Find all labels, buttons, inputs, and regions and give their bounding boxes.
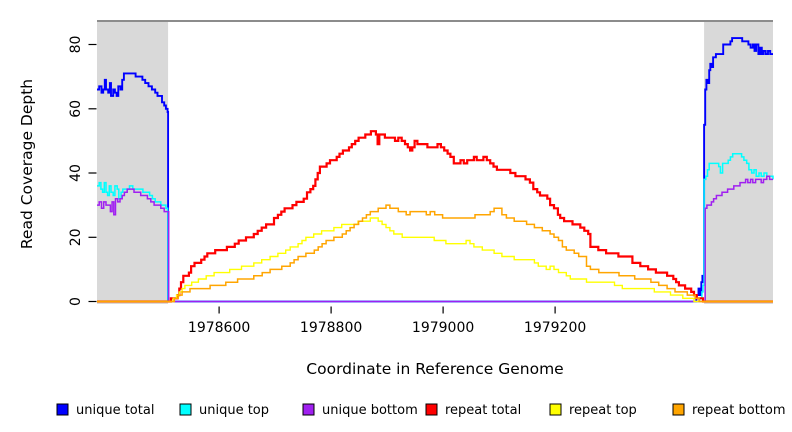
- y-tick-label: 0: [68, 297, 84, 306]
- x-tick-label: 1978600: [188, 320, 250, 336]
- series-repeat-top: [97, 217, 773, 303]
- series-unique-bottom: [97, 175, 773, 303]
- y-tick-label: 60: [68, 100, 84, 118]
- y-axis-title: Read Coverage Depth: [18, 79, 36, 249]
- legend-label-repeat-total: repeat total: [445, 403, 521, 418]
- x-tick-label: 1979200: [524, 320, 586, 336]
- legend-swatch-repeat-total: [425, 403, 438, 416]
- highlight-regions: [97, 22, 773, 304]
- legend-label-unique-top: unique top: [199, 403, 269, 418]
- legend-label-unique-total: unique total: [76, 403, 154, 418]
- x-axis-title: Coordinate in Reference Genome: [306, 360, 563, 378]
- y-tick-label: 40: [68, 164, 84, 182]
- series-repeat-bottom: [97, 204, 773, 303]
- legend-swatch-unique-bottom: [302, 403, 315, 416]
- y-tick-label: 20: [68, 228, 84, 246]
- series-repeat-total: [97, 130, 773, 303]
- x-tick-label: 1978800: [300, 320, 362, 336]
- legend-swatch-repeat-bottom: [672, 403, 685, 416]
- legend-label-unique-bottom: unique bottom: [322, 403, 418, 418]
- legend: unique total unique top unique bottom repea…: [56, 403, 786, 418]
- y-tick-label: 80: [68, 36, 84, 54]
- x-tick-label: 1979000: [412, 320, 474, 336]
- legend-label-repeat-bottom: repeat bottom: [692, 403, 786, 418]
- highlight-region-left: [97, 22, 169, 304]
- series-unique-total: [97, 37, 773, 303]
- legend-swatch-repeat-top: [549, 403, 562, 416]
- legend-label-repeat-top: repeat top: [569, 403, 637, 418]
- legend-swatch-unique-total: [56, 403, 69, 416]
- legend-swatch-unique-top: [179, 403, 192, 416]
- series-lines: [97, 37, 774, 303]
- axes: 1978600 1978800 1979000 1979200 0 20 40 60 80: [68, 20, 773, 336]
